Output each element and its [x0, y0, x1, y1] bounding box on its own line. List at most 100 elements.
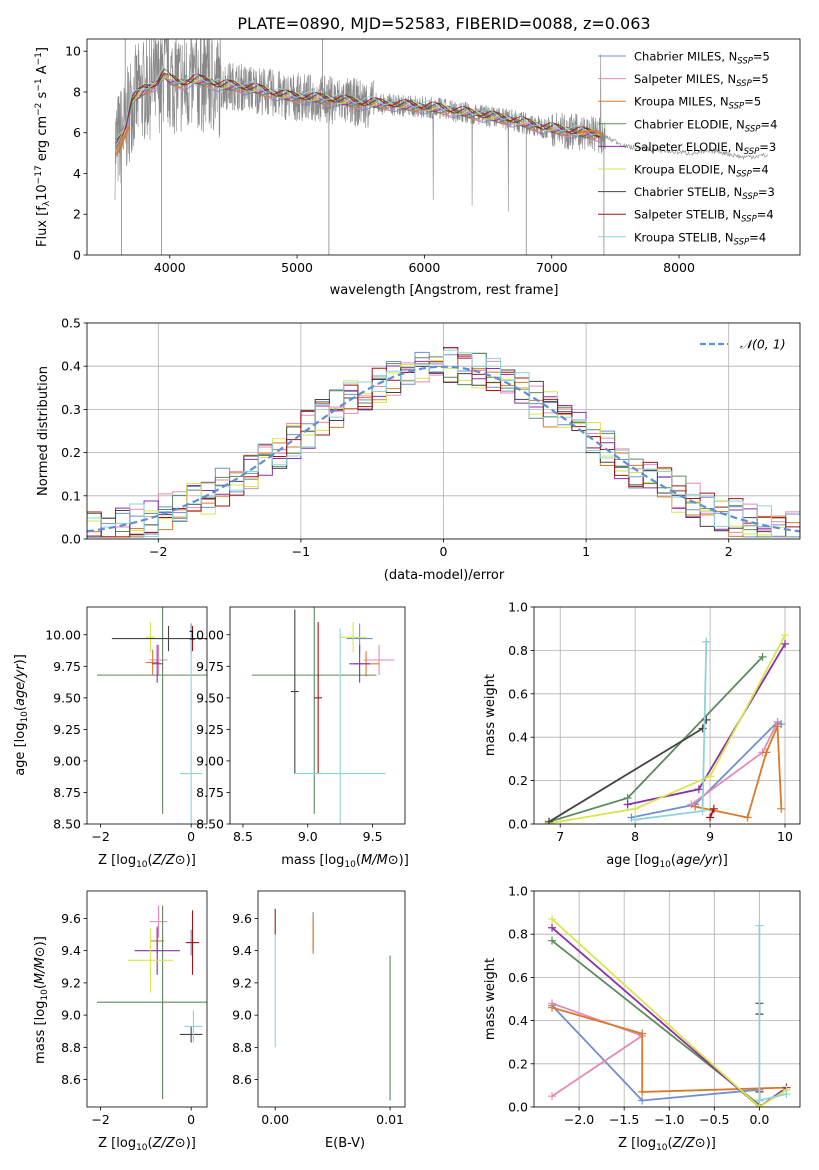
- y-tick-label: 8.6: [61, 1072, 81, 1087]
- x-tick-label: 9.0: [298, 829, 318, 844]
- x-tick-label: 7: [556, 829, 564, 844]
- legend-label-eq: =: [758, 185, 768, 199]
- y-axis-label-part: log: [13, 723, 28, 743]
- x-axis-label-part: (: [148, 1136, 153, 1151]
- x-tick-label: 2: [725, 544, 733, 559]
- y-axis-label-part: mass [: [33, 1020, 48, 1063]
- legend-label-sub: SSP: [744, 147, 760, 157]
- mass-weight-line: [551, 1004, 760, 1102]
- mass-weight-marker: [706, 772, 715, 781]
- legend-label: Salpeter STELIB, NSSP=4: [634, 208, 774, 225]
- legend-label: Chabrier STELIB, NSSP=3: [634, 185, 775, 202]
- legend-label-eq: =: [749, 230, 759, 244]
- legend: 𝒩(0, 1): [700, 337, 786, 352]
- legend-label-sub: SSP: [745, 124, 761, 134]
- y-tick-label: 1.0: [508, 600, 528, 615]
- mass-weight-marker: [709, 804, 718, 813]
- x-axis-label-part: age [: [606, 853, 639, 868]
- y-tick-label: 0.6: [508, 686, 528, 701]
- mass-weight-marker: [777, 804, 786, 813]
- x-tick-label: 0: [187, 1112, 195, 1127]
- x-axis-label: Z [log10(Z/Z⊙)]: [618, 1136, 716, 1153]
- x-axis-label-wrap: Z [log10(Z/Z⊙)]: [98, 853, 196, 870]
- x-axis-label-part: M/M⊙: [361, 853, 399, 868]
- legend-label-eq: =: [744, 95, 754, 109]
- x-axis-label-part: (: [671, 853, 676, 868]
- mass-weight-line: [758, 925, 787, 1102]
- x-axis-label-part: Z [: [98, 1136, 116, 1151]
- x-axis-label-part: 10: [344, 860, 356, 870]
- legend-label-text: Salpeter ELODIE, N: [634, 140, 744, 154]
- model-fit-edge: [577, 129, 604, 136]
- x-tick-label: 5000: [281, 260, 313, 275]
- y-tick-label: 0.8: [508, 643, 528, 658]
- legend-label: Salpeter ELODIE, NSSP=3: [634, 140, 776, 157]
- y-tick-label: 0.8: [508, 927, 528, 942]
- y-tick-label: 0.2: [508, 1056, 528, 1071]
- mass-weight-marker: [627, 813, 636, 822]
- x-tick-label: 9.5: [363, 829, 383, 844]
- mass-weight-marker: [631, 804, 640, 813]
- axes-frame: [533, 890, 801, 1108]
- x-tick-label: 0: [187, 829, 195, 844]
- mass-weight-marker: [755, 1096, 764, 1105]
- y-axis-label-part: 10: [35, 184, 50, 201]
- y-tick-label: 6: [73, 125, 81, 140]
- legend-label-n: 5: [761, 72, 768, 86]
- x-axis-label-part: Z/Z⊙: [672, 1136, 706, 1151]
- x-tick-label: 6000: [408, 260, 440, 275]
- axes-frame: [229, 606, 406, 825]
- plot-area: [96, 905, 207, 1099]
- x-tick-label: 0.0: [749, 1112, 769, 1127]
- x-axis-label: Z [log10(Z/Z⊙)]: [98, 853, 196, 870]
- mass-weight-line: [551, 1006, 787, 1093]
- legend-label-text: Chabrier STELIB, N: [634, 185, 742, 199]
- mass-weight-line: [709, 808, 715, 818]
- axes-frame: [86, 322, 801, 540]
- x-tick-label: −1.0: [654, 1112, 684, 1127]
- y-tick-label: 10.00: [188, 627, 224, 642]
- grid: [534, 606, 800, 825]
- x-tick-label: 0.01: [376, 1112, 404, 1127]
- x-axis-label-part: (: [148, 853, 153, 868]
- y-axis-label-part: M/M⊙: [33, 946, 48, 984]
- plot-area: [114, 39, 769, 255]
- mass-weight-marker: [762, 748, 771, 757]
- y-tick-label: 9.2: [232, 975, 252, 990]
- mass-weight-marker: [743, 813, 752, 822]
- y-tick-label: 9.50: [196, 690, 224, 705]
- legend-label: Kroupa MILES, NSSP=5: [634, 95, 761, 112]
- y-tick-label: 0.2: [508, 773, 528, 788]
- axes-frame: [86, 890, 208, 1108]
- y-axis-label: Normed distribution: [36, 366, 51, 496]
- mass-weight-marker: [758, 652, 767, 661]
- y-axis-label-part: −1: [34, 52, 44, 65]
- legend-label-n: 3: [768, 185, 775, 199]
- legend-label-eq: =: [757, 208, 767, 222]
- legend-label-sub: SSP: [736, 79, 752, 89]
- mass-weight-marker: [548, 936, 557, 945]
- mass-weight-marker: [544, 817, 553, 824]
- x-tick-label: −1.5: [609, 1112, 639, 1127]
- x-tick-label: −0.5: [699, 1112, 729, 1127]
- x-tick-label: −1: [292, 544, 310, 559]
- axes-residuals: −2 −1 0 1 2 0.0 0.1 0.2 0.3 0.4 0.5 (data-model)/er…: [36, 316, 801, 583]
- y-axis-label-part: 10: [20, 711, 30, 723]
- y-tick-label: 9.2: [61, 975, 81, 990]
- x-axis-label-part: 10: [659, 860, 671, 870]
- y-tick-label: 9.00: [196, 753, 224, 768]
- x-axis-label: E(B-V): [325, 1136, 365, 1151]
- x-axis-label-part: )]: [186, 853, 196, 868]
- y-tick-label: 0.4: [61, 359, 81, 374]
- axes-mass_vs_Z: −2 08.68.89.09.29.49.6Z [log10(Z/Z⊙)]mass…: [33, 890, 208, 1153]
- x-tick-label: 0: [440, 544, 448, 559]
- legend-label-text: Kroupa ELODIE, N: [634, 163, 736, 177]
- legend-label-sub: SSP: [741, 215, 757, 225]
- x-axis-label: age [log10(age/yr)]: [606, 853, 728, 870]
- legend-label-sub: SSP: [742, 192, 758, 202]
- legend-label-n: 5: [763, 50, 770, 64]
- mass-weight-line: [551, 927, 788, 1107]
- y-tick-label: 9.6: [232, 911, 252, 926]
